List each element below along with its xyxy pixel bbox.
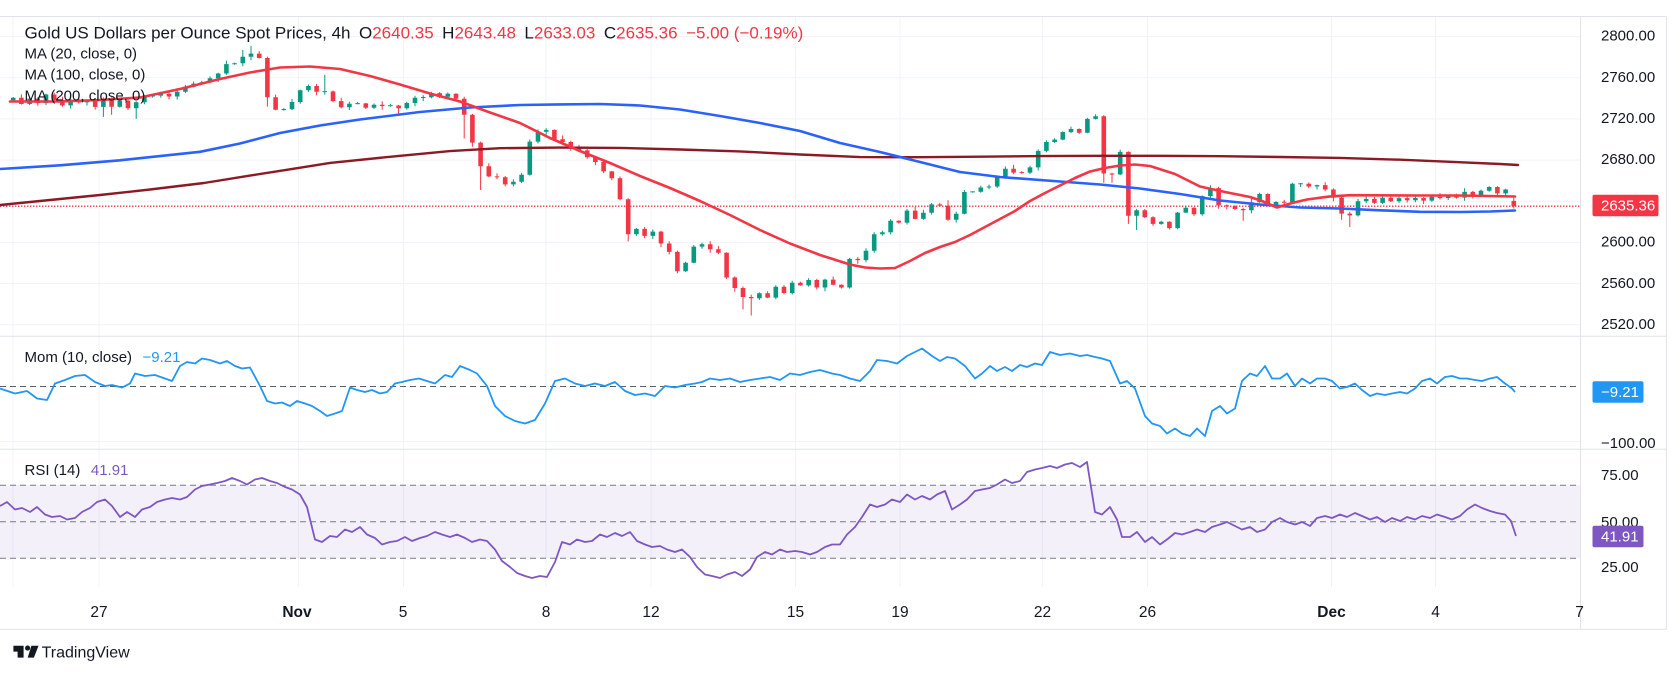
svg-text:7: 7 — [1575, 604, 1584, 621]
svg-text:12: 12 — [642, 604, 659, 621]
svg-text:15: 15 — [787, 604, 804, 621]
svg-text:22: 22 — [1034, 604, 1051, 621]
svg-text:2800.00: 2800.00 — [1601, 28, 1655, 45]
svg-text:25.00: 25.00 — [1601, 559, 1639, 576]
svg-text:−9.21: −9.21 — [1601, 384, 1639, 401]
svg-text:Nov: Nov — [282, 604, 312, 621]
svg-text:MA (200, close, 0): MA (200, close, 0) — [25, 88, 146, 105]
svg-text:5: 5 — [399, 604, 408, 621]
svg-text:8: 8 — [542, 604, 551, 621]
svg-text:2520.00: 2520.00 — [1601, 316, 1655, 333]
svg-text:2680.00: 2680.00 — [1601, 151, 1655, 168]
svg-text:Gold US Dollars per Ounce Spot: Gold US Dollars per Ounce Spot Prices, 4… — [25, 24, 804, 43]
svg-text:41.91: 41.91 — [1601, 529, 1639, 546]
svg-text:−100.00: −100.00 — [1601, 435, 1656, 452]
svg-text:19: 19 — [891, 604, 908, 621]
svg-text:MA (100, close, 0): MA (100, close, 0) — [25, 67, 146, 84]
svg-text:2720.00: 2720.00 — [1601, 110, 1655, 127]
svg-text:MA (20, close, 0): MA (20, close, 0) — [25, 46, 138, 63]
svg-text:27: 27 — [90, 604, 107, 621]
svg-text:2635.36: 2635.36 — [1601, 198, 1655, 215]
svg-text:TradingView: TradingView — [42, 644, 130, 661]
svg-text:4: 4 — [1431, 604, 1440, 621]
svg-text:2760.00: 2760.00 — [1601, 69, 1655, 86]
svg-text:RSI (14) 41.91: RSI (14) 41.91 — [25, 462, 129, 479]
svg-text:2560.00: 2560.00 — [1601, 275, 1655, 292]
svg-text:26: 26 — [1139, 604, 1156, 621]
svg-text:2600.00: 2600.00 — [1601, 234, 1655, 251]
svg-text:75.00: 75.00 — [1601, 467, 1639, 484]
svg-text:Dec: Dec — [1317, 604, 1346, 621]
svg-text:Mom (10, close) −9.21: Mom (10, close) −9.21 — [25, 349, 181, 366]
